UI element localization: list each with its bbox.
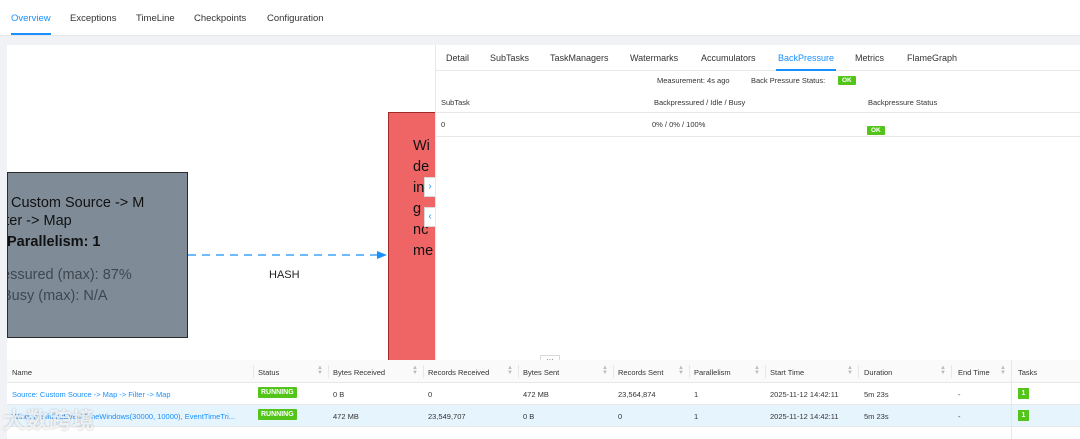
column-header-end-time[interactable]: End Time <box>958 368 990 377</box>
column-divider <box>1011 360 1012 439</box>
vertex-detail-panel: Detail SubTasks TaskManagers Watermarks … <box>435 45 1080 360</box>
start-time: 2025-11-12 14:42:11 <box>770 390 839 399</box>
sort-icon[interactable]: ▲ ▼ <box>602 365 608 376</box>
vertex-table-header: Name Status ▲ ▼ Bytes Received ▲ ▼ Records… <box>7 360 1080 383</box>
tab-checkpoints[interactable]: Checkpoints <box>194 13 247 24</box>
watermark-logo: 大数跨境 <box>3 408 96 433</box>
tab-accumulators[interactable]: Accumulators <box>701 53 756 63</box>
tab-backpressure[interactable]: BackPressure <box>778 53 835 63</box>
records-sent: 23,564,874 <box>618 390 656 399</box>
backpressure-status-badge: OK <box>838 75 856 85</box>
column-divider <box>858 365 859 378</box>
node-text-line: in <box>413 180 425 196</box>
sort-icon[interactable]: ▲ ▼ <box>847 365 853 376</box>
column-divider <box>328 365 329 378</box>
node-text-line: me <box>413 243 434 259</box>
sort-icon[interactable]: ▲ ▼ <box>317 365 323 376</box>
column-header-records-sent[interactable]: Records Sent <box>618 368 664 377</box>
column-header-bytes-received[interactable]: Bytes Received <box>333 368 386 377</box>
detail-tabs-bar: Detail SubTasks TaskManagers Watermarks … <box>436 45 1080 71</box>
subtask-index: 0 <box>441 120 446 129</box>
column-divider <box>423 365 424 378</box>
column-header-name[interactable]: Name <box>12 368 33 377</box>
records-sent: 0 <box>618 412 623 421</box>
node-parallelism: Parallelism: 1 <box>7 234 101 250</box>
tab-taskmanagers[interactable]: TaskManagers <box>550 53 609 63</box>
column-header-parallelism[interactable]: Parallelism <box>694 368 731 377</box>
start-time: 2025-11-12 14:42:11 <box>770 412 839 421</box>
status-badge: RUNNING <box>258 387 297 398</box>
column-divider <box>253 365 254 378</box>
tab-subtasks[interactable]: SubTasks <box>490 53 530 63</box>
column-header-subtask: SubTask <box>441 98 470 107</box>
column-header-records-received[interactable]: Records Received <box>428 368 490 377</box>
column-divider <box>951 365 952 378</box>
tab-detail[interactable]: Detail <box>446 53 470 63</box>
sort-icon[interactable]: ▲ ▼ <box>1000 365 1006 376</box>
column-divider <box>613 365 614 378</box>
node-text-line: de <box>413 159 430 175</box>
node-text-line: g <box>413 201 422 217</box>
column-header-status[interactable]: Status <box>258 368 280 377</box>
tab-overview[interactable]: Overview <box>11 13 51 24</box>
column-header-tasks: Tasks <box>1018 368 1038 377</box>
tab-timeline[interactable]: TimeLine <box>136 13 175 24</box>
tab-exceptions[interactable]: Exceptions <box>70 13 117 24</box>
measurement-age: Measurement: 4s ago <box>657 76 730 85</box>
bytes-sent: 0 B <box>523 412 535 421</box>
vertex-table: Name Status ▲ ▼ Bytes Received ▲ ▼ Records… <box>7 360 1080 439</box>
edge-ship-strategy-label: HASH <box>269 269 300 281</box>
bytes-received: 0 B <box>333 390 345 399</box>
tab-flamegraph[interactable]: FlameGraph <box>907 53 958 63</box>
column-divider <box>518 365 519 378</box>
active-tab-indicator <box>776 69 836 71</box>
table-row: 0 0% / 0% / 100% OK <box>436 113 1080 137</box>
column-divider <box>765 365 766 378</box>
node-title-line1: Custom Source -> M <box>11 195 145 211</box>
column-header-duration[interactable]: Duration <box>864 368 893 377</box>
backpressure-status-label: Back Pressure Status: <box>751 76 826 85</box>
vertex-name-link[interactable]: Source: Custom Source -> Map -> Filter -… <box>12 390 171 399</box>
backpressure-ratio: 0% / 0% / 100% <box>652 120 706 129</box>
vertex-name-link[interactable]: Window(SlidingEventTimeWindows(30000, 10… <box>12 412 236 421</box>
end-time: - <box>958 412 961 421</box>
node-text-line: Wi <box>413 138 430 154</box>
table-row[interactable]: Source: Custom Source -> Map -> Filter -… <box>7 383 1080 405</box>
sort-icon[interactable]: ▲ ▼ <box>412 365 418 376</box>
column-header-bp-status: Backpressure Status <box>868 98 938 107</box>
bytes-received: 472 MB <box>333 412 359 421</box>
table-row[interactable]: Window(SlidingEventTimeWindows(30000, 10… <box>7 405 1080 427</box>
job-tabs-bar: Overview Exceptions TimeLine Checkpoints… <box>0 0 1080 36</box>
sort-icon[interactable]: ▲ ▼ <box>507 365 513 376</box>
task-count-badge: 1 <box>1018 410 1029 421</box>
node-title-line2: lter -> Map <box>7 213 72 229</box>
source-vertex-node[interactable]: Custom Source -> M lter -> Map Paralleli… <box>7 172 188 338</box>
column-header-bytes-sent[interactable]: Bytes Sent <box>523 368 560 377</box>
tab-configuration[interactable]: Configuration <box>267 13 324 24</box>
sort-icon[interactable]: ▲ ▼ <box>940 365 946 376</box>
parallelism: 1 <box>694 390 699 399</box>
duration: 5m 23s <box>864 412 889 421</box>
duration: 5m 23s <box>864 390 889 399</box>
sort-icon[interactable]: ▲ ▼ <box>754 365 760 376</box>
column-divider <box>689 365 690 378</box>
end-time: - <box>958 390 961 399</box>
task-count-badge: 1 <box>1018 388 1029 399</box>
parallelism: 1 <box>694 412 699 421</box>
status-badge: RUNNING <box>258 409 297 420</box>
column-header-ratio: Backpressured / Idle / Busy <box>654 98 746 107</box>
backpressure-table-header: SubTask Backpressured / Idle / Busy Back… <box>436 91 1080 113</box>
column-header-start-time[interactable]: Start Time <box>770 368 805 377</box>
tab-watermarks[interactable]: Watermarks <box>630 53 679 63</box>
records-received: 0 <box>428 390 433 399</box>
node-busy-max: Busy (max): N/A <box>7 288 108 304</box>
sort-icon[interactable]: ▲ ▼ <box>678 365 684 376</box>
records-received: 23,549,707 <box>428 412 466 421</box>
hash-edge <box>188 251 387 259</box>
tab-metrics[interactable]: Metrics <box>855 53 884 63</box>
node-backpressure-max: essured (max): 87% <box>7 267 132 283</box>
active-tab-indicator <box>11 33 51 35</box>
bytes-sent: 472 MB <box>523 390 549 399</box>
